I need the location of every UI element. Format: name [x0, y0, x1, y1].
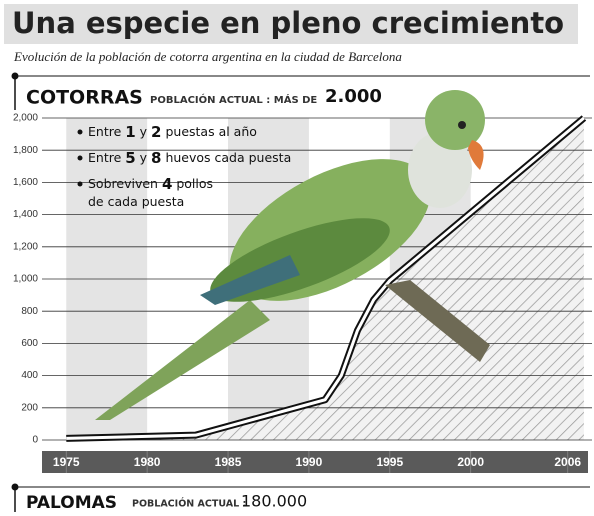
- header-caption: POBLACIÓN ACTUAL : MÁS DE: [150, 93, 317, 106]
- x-axis-bar: [42, 451, 588, 473]
- footer-amount: 180.000: [241, 492, 307, 511]
- note-part: 8: [151, 149, 161, 167]
- y-tick-label: 1,800: [13, 145, 38, 156]
- parrot-illustration: [95, 90, 490, 420]
- y-tick-label: 2,000: [13, 113, 38, 124]
- y-tick-label: 400: [21, 370, 38, 381]
- y-tick-label: 200: [21, 402, 38, 413]
- note-part: huevos cada puesta: [161, 150, 291, 165]
- y-tick-label: 800: [21, 306, 38, 317]
- y-tick-label: 1,400: [13, 209, 38, 220]
- beak: [468, 140, 484, 170]
- tail: [95, 300, 270, 420]
- footer-name: PALOMAS: [26, 493, 117, 513]
- header-name: COTORRAS: [26, 87, 143, 109]
- x-tick-label: 1995: [376, 455, 403, 469]
- note-part: de cada puesta: [88, 194, 184, 209]
- note-part: y: [136, 124, 151, 139]
- note: de cada puesta: [88, 194, 184, 209]
- note: Entre 1 y 2 puestas al año: [88, 123, 257, 141]
- y-tick-label: 1,000: [13, 274, 38, 285]
- note-part: puestas al año: [161, 124, 256, 139]
- note-part: 4: [162, 175, 172, 193]
- branch: [385, 280, 490, 362]
- y-tick-label: 1,200: [13, 241, 38, 252]
- note-part: Entre: [88, 124, 125, 139]
- note-part: 1: [125, 123, 135, 141]
- head: [425, 90, 485, 150]
- note-part: 2: [151, 123, 161, 141]
- x-tick-label: 1985: [215, 455, 242, 469]
- wing-tip: [200, 255, 300, 305]
- x-tick-label: 2000: [457, 455, 484, 469]
- bullet: [77, 129, 83, 135]
- note: Entre 5 y 8 huevos cada puesta: [88, 149, 291, 167]
- note: Sobreviven 4 pollos: [88, 175, 213, 193]
- chart-title: Una especie en pleno crecimiento: [12, 6, 564, 40]
- footer-caption: POBLACIÓN ACTUAL :: [132, 498, 246, 510]
- y-tick-label: 0: [32, 435, 38, 446]
- x-tick-label: 1990: [296, 455, 323, 469]
- y-tick-label: 600: [21, 338, 38, 349]
- note-part: y: [136, 150, 151, 165]
- x-tick-label: 1975: [53, 455, 80, 469]
- breast: [408, 132, 472, 208]
- bullet: [77, 181, 83, 187]
- header-amount: 2.000: [325, 86, 382, 107]
- x-tick-label: 2006: [554, 455, 581, 469]
- y-tick-label: 1,600: [13, 177, 38, 188]
- eye: [458, 121, 466, 129]
- note-part: pollos: [172, 176, 213, 191]
- subtitle: Evolución de la población de cotorra arg…: [13, 49, 402, 64]
- title-band: [4, 4, 578, 44]
- note-part: 5: [125, 149, 135, 167]
- note-part: Entre: [88, 150, 125, 165]
- bullet: [77, 155, 83, 161]
- area-hatch: [66, 118, 584, 440]
- line-inner: [66, 116, 585, 440]
- x-tick-label: 1980: [134, 455, 161, 469]
- note-part: Sobreviven: [88, 176, 162, 191]
